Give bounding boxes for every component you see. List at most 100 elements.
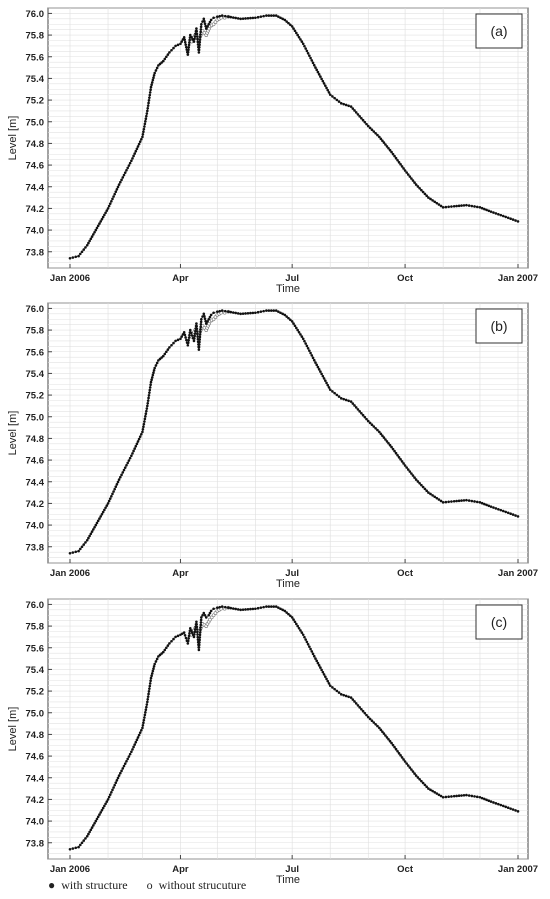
data-point-filled (272, 605, 276, 608)
data-point-filled (154, 660, 158, 663)
data-point-filled (315, 659, 319, 663)
data-point-filled (229, 15, 233, 19)
data-point-filled (363, 415, 367, 419)
data-point-filled (354, 406, 358, 409)
data-point-filled (381, 434, 384, 438)
data-point-filled (347, 399, 350, 403)
data-point-filled (309, 56, 312, 60)
data-point-filled (212, 607, 215, 611)
data-point-filled (317, 73, 321, 76)
data-point-filled (144, 711, 147, 714)
data-point-filled (473, 795, 476, 798)
y-tick-label: 75.4 (26, 369, 45, 380)
data-point-filled (144, 412, 148, 416)
data-point-filled (396, 453, 399, 457)
data-point-filled (379, 137, 383, 141)
data-point-filled (342, 693, 346, 697)
data-point-filled (368, 717, 372, 721)
data-point-filled (128, 752, 132, 756)
data-point-filled (199, 330, 202, 334)
data-point-filled (441, 501, 445, 504)
data-point-filled (413, 772, 416, 775)
data-point-filled (188, 632, 191, 635)
data-point-filled (198, 638, 201, 642)
data-point-filled (168, 51, 171, 54)
data-point-filled (198, 43, 201, 47)
data-point-filled (199, 25, 203, 29)
data-point-filled (208, 20, 212, 24)
data-point-filled (195, 327, 199, 331)
y-tick-label: 74.2 (26, 499, 45, 510)
data-point-filled (145, 407, 149, 410)
data-point-filled (339, 693, 343, 696)
data-point-filled (181, 333, 185, 336)
data-point-filled (265, 605, 268, 608)
data-point-filled (516, 220, 520, 223)
data-point-filled (189, 629, 193, 632)
y-tick-label: 75.8 (26, 31, 45, 42)
data-point-filled (349, 105, 353, 108)
data-point-filled (201, 613, 204, 617)
data-point-filled (312, 358, 316, 362)
data-point-filled (95, 226, 99, 230)
data-point-filled (199, 325, 203, 329)
data-point-filled (303, 635, 306, 639)
data-point-filled (198, 45, 201, 49)
data-point-filled (376, 428, 379, 432)
data-point-filled (74, 846, 78, 850)
data-point-filled (149, 383, 152, 387)
data-point-filled (473, 500, 476, 503)
legend-with-structure-label: with structure (61, 878, 128, 892)
data-point-filled (126, 166, 129, 170)
data-point-filled (183, 633, 187, 637)
data-point-filled (285, 611, 288, 614)
data-point-filled (509, 512, 512, 516)
data-point-filled (236, 17, 240, 20)
x-axis-label: Time (276, 874, 300, 886)
data-point-filled (89, 532, 93, 536)
data-point-filled (306, 51, 310, 55)
x-tick-label: Apr (172, 273, 189, 284)
grid (48, 7, 528, 269)
data-point-filled (176, 43, 180, 47)
data-point-filled (120, 473, 123, 477)
data-point-filled (437, 793, 441, 797)
legend-with-structure: ● with structure (48, 878, 131, 892)
data-point-filled (349, 400, 353, 403)
data-point-filled (300, 335, 304, 338)
data-point-filled (92, 824, 95, 827)
data-point-filled (425, 489, 428, 493)
data-point-filled (68, 847, 72, 851)
data-point-filled (71, 256, 75, 259)
data-point-filled (511, 808, 515, 811)
data-point-filled (133, 743, 136, 746)
data-point-filled (319, 666, 322, 669)
data-point-filled (196, 635, 200, 639)
data-point-filled (316, 365, 320, 369)
data-point-filled (497, 212, 500, 216)
data-point-filled (487, 799, 491, 803)
y-tick-label: 74.4 (26, 773, 45, 784)
data-point-filled (234, 16, 237, 20)
data-point-filled (108, 497, 112, 500)
data-point-filled (450, 205, 453, 208)
data-point-filled (127, 755, 131, 758)
data-point-filled (193, 630, 197, 634)
data-point-filled (117, 478, 121, 481)
data-point-filled (325, 86, 328, 90)
data-point-filled (150, 83, 153, 87)
data-point-filled (368, 421, 372, 425)
data-point-filled (394, 747, 398, 751)
data-point-filled (452, 204, 456, 208)
data-point-filled (149, 676, 153, 680)
data-point-filled (154, 69, 158, 72)
data-point-filled (433, 790, 437, 794)
data-point-filled (327, 91, 331, 94)
data-point-filled (322, 673, 326, 676)
data-point-filled (209, 609, 213, 613)
data-point-filled (152, 665, 156, 668)
data-point-filled (378, 430, 381, 434)
data-point-filled (140, 138, 143, 141)
data-point-filled (198, 633, 202, 637)
data-point-filled (249, 311, 252, 315)
